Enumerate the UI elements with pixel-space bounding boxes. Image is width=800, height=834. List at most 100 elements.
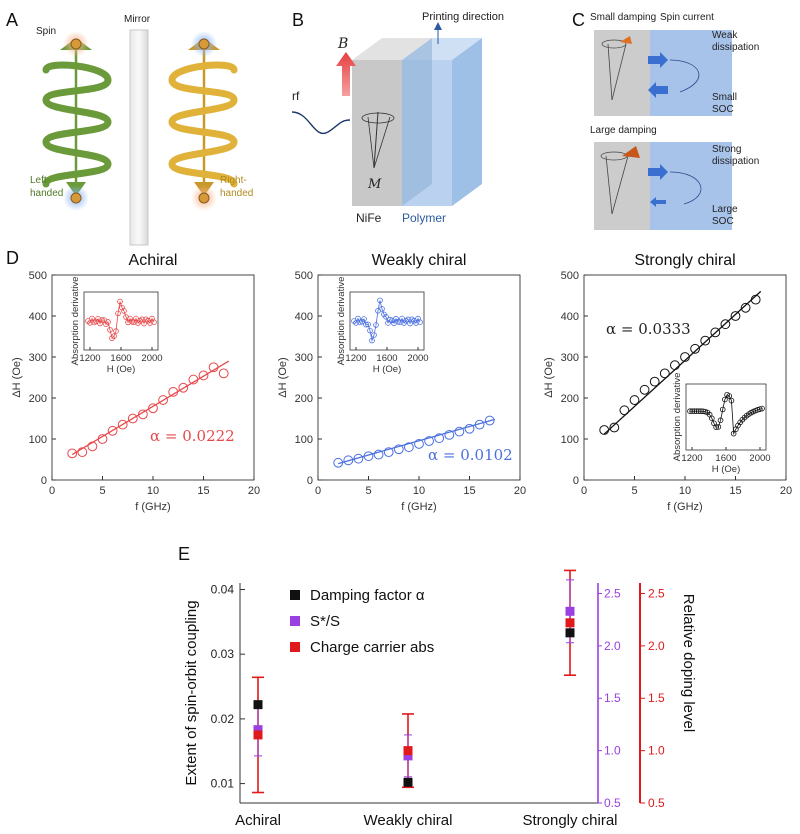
rf-wave	[291, 111, 351, 135]
inset-x-tick: 1200	[681, 453, 702, 464]
data-point	[208, 362, 219, 373]
x-axis-label: f (GHz)	[667, 501, 702, 513]
alpha-annotation: α = 0.0333	[606, 320, 691, 338]
x-tick-label: 0	[315, 485, 321, 497]
spin-current-arrow-icon	[648, 52, 668, 68]
x-tick-label: 20	[248, 485, 260, 497]
data-point	[117, 419, 128, 430]
field-label: B	[337, 36, 348, 52]
x-tick-label: 15	[197, 485, 209, 497]
y-tick-label: 400	[561, 311, 579, 323]
legend-marker	[290, 616, 300, 626]
charge-point	[403, 746, 413, 756]
data-point	[434, 433, 445, 444]
inset-point	[95, 316, 101, 322]
legend-marker	[290, 642, 300, 652]
y-tick-label: 200	[29, 393, 47, 405]
inset-point	[373, 322, 379, 328]
y-axis-label: ΔH (Oe)	[11, 357, 23, 397]
panel-b-label: B	[292, 10, 304, 30]
data-point	[373, 449, 384, 460]
left-tick-label: 0.03	[211, 647, 235, 661]
data-point	[639, 384, 650, 395]
large-damping-arrow-icon	[622, 146, 640, 158]
inset-point	[99, 317, 105, 323]
legend-label: S*/S	[310, 613, 340, 630]
x-tick-label: 20	[780, 485, 792, 497]
polymer-side	[452, 38, 482, 206]
alpha-annotation: α = 0.0222	[150, 427, 235, 445]
small-damping-arrow-icon	[620, 36, 632, 44]
left-handed-line2: handed	[30, 188, 63, 199]
damping-point	[565, 628, 575, 638]
data-point	[680, 352, 690, 362]
spin-return-arrow-icon	[648, 82, 668, 98]
spin-label: Spin	[36, 26, 56, 37]
data-point	[363, 451, 374, 462]
inset-y-label: Absorption derivative	[70, 277, 81, 366]
rf-label: rf	[292, 89, 300, 103]
large-damping-label: Large damping	[590, 125, 657, 136]
data-point	[690, 343, 700, 354]
inset-point	[361, 316, 367, 322]
magnetization-label: M	[367, 177, 382, 192]
panel-d-label: D	[6, 248, 19, 268]
inset-x-tick: 1600	[376, 353, 397, 364]
weak-line2: dissipation	[712, 42, 759, 53]
inset-y-label: Absorption derivative	[672, 373, 683, 462]
inset-point	[417, 319, 423, 326]
y-tick-label: 100	[295, 434, 313, 446]
inset-point	[709, 415, 715, 422]
small-damping-label: Small damping	[590, 12, 656, 23]
data-point	[148, 403, 158, 414]
inset-x-tick: 1200	[345, 353, 366, 364]
strong-line2: dissipation	[712, 156, 759, 167]
charge-point	[565, 618, 575, 628]
chart-title: Strongly chiral	[634, 252, 735, 269]
purple-tick-label: 1.0	[604, 744, 621, 758]
inset-x-tick: 2000	[749, 453, 770, 464]
inset-point	[698, 408, 704, 415]
data-point	[670, 360, 680, 371]
data-point	[619, 405, 630, 416]
data-point	[484, 415, 495, 426]
panel-e-label: E	[178, 544, 190, 564]
x-tick-label: 0	[581, 485, 587, 497]
left-helix	[42, 38, 112, 202]
data-point	[444, 430, 455, 440]
inset-point	[117, 298, 123, 305]
inset-x-tick: 2000	[141, 353, 162, 364]
inset-x-label: H (Oe)	[712, 464, 741, 475]
data-point	[87, 441, 98, 452]
x-tick-label: 10	[147, 485, 159, 497]
x-tick-label: 15	[463, 485, 475, 497]
x-tick-label: 15	[729, 485, 741, 497]
data-point	[599, 425, 610, 435]
x-tick-label: 5	[99, 485, 105, 497]
right-handed-line1: Right-	[220, 175, 247, 186]
inset-point	[383, 313, 389, 320]
inset-point	[687, 408, 693, 415]
inset-point	[722, 396, 728, 403]
inset: 1200 1600 2000 H (Oe) Absorption derivative	[70, 277, 163, 375]
data-point	[649, 376, 660, 387]
data-point	[168, 386, 179, 397]
data-point	[424, 436, 435, 446]
red-tick-label: 2.5	[648, 586, 665, 600]
data-point	[77, 447, 88, 458]
red-tick-label: 2.0	[648, 639, 665, 653]
small-soc-line2: SOC	[712, 104, 734, 115]
y-tick-label: 400	[29, 311, 47, 323]
inset-x-tick: 1200	[79, 353, 100, 364]
inset-point	[365, 321, 371, 328]
data-point	[178, 382, 189, 393]
inset-point	[363, 321, 369, 328]
inset-point	[728, 397, 735, 404]
right-axis-title: Relative doping level	[680, 594, 697, 732]
polymer-label: Polymer	[402, 211, 446, 225]
data-point	[474, 419, 485, 430]
inset-point	[121, 308, 127, 314]
y-tick-label: 300	[561, 352, 579, 364]
